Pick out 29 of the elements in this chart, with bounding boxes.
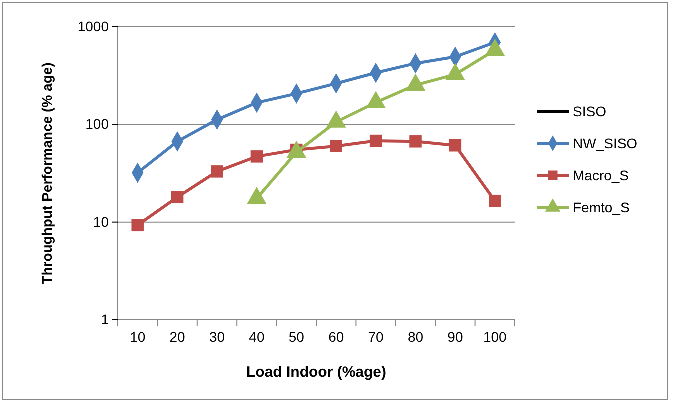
y-tick-label: 10 <box>93 214 110 230</box>
x-tick-label: 40 <box>249 328 265 345</box>
x-tick-label: 20 <box>170 328 186 345</box>
y-axis-title: Throughput Performance (% age) <box>39 62 55 284</box>
y-tick-label: 1000 <box>78 18 110 34</box>
x-tick-label: 70 <box>368 328 384 345</box>
point <box>330 140 342 152</box>
x-tick-label: 90 <box>448 328 464 345</box>
legend-label: SISO <box>573 104 607 120</box>
x-tick-label: 100 <box>483 328 508 345</box>
y-tick-label: 100 <box>86 116 110 132</box>
point <box>132 219 144 232</box>
x-tick-label: 30 <box>209 328 226 345</box>
point <box>250 150 264 163</box>
point <box>410 136 422 148</box>
point <box>449 140 462 152</box>
legend-label: NW_SISO <box>573 136 638 152</box>
point <box>370 134 382 148</box>
legend-label: Femto_S <box>573 200 630 216</box>
x-tick-label: 80 <box>408 328 424 345</box>
point <box>171 191 184 204</box>
legend-label: Macro_S <box>573 168 630 184</box>
x-axis-title: Load Indoor (%age) <box>246 364 386 381</box>
x-tick-label: 10 <box>130 328 146 345</box>
point <box>489 194 502 208</box>
x-tick-label: 50 <box>288 328 305 345</box>
x-tick-label: 60 <box>328 328 344 345</box>
y-tick-label: 1 <box>101 311 110 328</box>
point <box>211 166 224 178</box>
